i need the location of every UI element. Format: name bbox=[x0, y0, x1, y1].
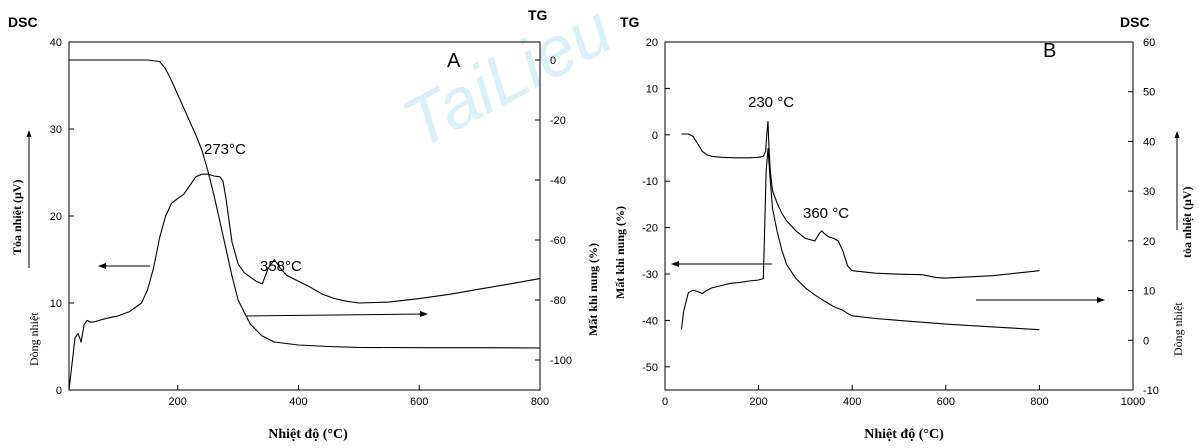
panel-b-ann-360: 360 °C bbox=[803, 205, 849, 222]
y-left-tick-label: 30 bbox=[50, 124, 62, 136]
y-left-tick-label: 0 bbox=[56, 385, 62, 397]
panel-b-frame bbox=[664, 41, 1134, 391]
panel-b-series-left-line bbox=[680, 148, 1040, 331]
panel-a-head-left: DSC bbox=[8, 14, 38, 30]
y-right-tick-label: 10 bbox=[1143, 286, 1155, 298]
panel-a-curves bbox=[68, 59, 541, 391]
panel-a-series-right-line bbox=[69, 59, 541, 349]
panel-b-letter: B bbox=[1043, 40, 1056, 62]
watermark: TaiLieu bbox=[390, 0, 624, 163]
y-right-tick-label: 60 bbox=[1143, 37, 1155, 49]
y-left-tick-label: -50 bbox=[642, 362, 658, 374]
x-tick-label: 1000 bbox=[1121, 396, 1145, 408]
panel-a-ann-273: 273°C bbox=[204, 141, 246, 158]
y-left-tick-label: -10 bbox=[642, 176, 658, 188]
panel-b-arrow-right-head bbox=[1097, 297, 1105, 303]
panel-b-ylabel-left: Mất khi nung (%) bbox=[613, 206, 627, 299]
panel-b-head-right: DSC bbox=[1120, 14, 1150, 30]
y-left-tick-label: 20 bbox=[646, 37, 658, 49]
panel-b-curves bbox=[680, 120, 1040, 331]
panel-a-series-left-line bbox=[68, 173, 541, 391]
x-tick-label: 0 bbox=[662, 396, 668, 408]
y-right-tick-label: 30 bbox=[1143, 186, 1155, 198]
panel-b-ylabel-right-top: tỏa nhiệt (μV) bbox=[1180, 187, 1194, 258]
panel-a-letter: A bbox=[447, 50, 461, 72]
y-right-tick-label: -100 bbox=[550, 355, 572, 367]
x-tick-label: 600 bbox=[410, 396, 428, 408]
panel-a-arrow-left-head bbox=[98, 263, 106, 269]
x-tick-label: 400 bbox=[289, 396, 307, 408]
panel-b-ann-230: 230 °C bbox=[748, 94, 794, 111]
y-right-tick-label: -60 bbox=[550, 235, 566, 247]
y-right-tick-label: 0 bbox=[550, 55, 556, 67]
x-tick-label: 800 bbox=[1030, 396, 1048, 408]
y-left-tick-label: 20 bbox=[50, 211, 62, 223]
panel-a-head-right: TG bbox=[528, 7, 548, 23]
panel-a-arrow-right-shaft bbox=[246, 313, 423, 317]
y-right-tick-label: -10 bbox=[1143, 385, 1159, 397]
panel-a-ylabel-left-top: Tỏa nhiệt (μV) bbox=[10, 180, 24, 255]
y-right-tick-label: 40 bbox=[1143, 136, 1155, 148]
panel-a-ylabel-left-bottom: Dòng nhiệt bbox=[27, 312, 41, 366]
x-tick-label: 200 bbox=[169, 396, 187, 408]
panel-b-series-right-line bbox=[681, 120, 1040, 279]
y-left-tick-label: 10 bbox=[646, 83, 658, 95]
y-right-tick-label: 0 bbox=[1143, 335, 1149, 347]
y-left-tick-label: 40 bbox=[50, 37, 62, 49]
panel-a-xlabel: Nhiệt độ (°C) bbox=[268, 427, 348, 442]
y-right-tick-label: -80 bbox=[550, 295, 566, 307]
y-right-tick-label: -40 bbox=[550, 175, 566, 187]
panel-b-head-left: TG bbox=[620, 14, 640, 30]
y-left-tick-label: 10 bbox=[50, 298, 62, 310]
panel-b: TG DSC B Nhiệt độ (°C) Mất khi nung (%) … bbox=[613, 14, 1194, 442]
panel-a: DSC TG A Nhiệt độ (°C) Tỏa nhiệt (μV) Dò… bbox=[8, 7, 600, 442]
panel-a-arrow-right-head bbox=[420, 311, 428, 317]
x-tick-label: 400 bbox=[843, 396, 861, 408]
panel-b-axes: 0 200 400 600 800 100020100-10-20-30-40-50605… bbox=[642, 37, 1159, 408]
x-tick-label: 800 bbox=[531, 396, 549, 408]
y-left-tick-label: -30 bbox=[642, 269, 658, 281]
panel-b-ylabel-arrow-head bbox=[1174, 131, 1180, 138]
y-right-tick-label: 50 bbox=[1143, 87, 1155, 99]
panel-a-ylabel-arrow-head bbox=[26, 130, 32, 137]
y-right-tick-label: 20 bbox=[1143, 236, 1155, 248]
panel-b-arrow-left-head bbox=[671, 261, 679, 267]
panel-a-ann-358: 358°C bbox=[260, 258, 302, 275]
panel-b-xlabel: Nhiệt độ (°C) bbox=[864, 427, 944, 442]
panel-b-ylabel-right-bottom: Dòng nhiệt bbox=[1171, 302, 1185, 356]
y-left-tick-label: 0 bbox=[652, 130, 658, 142]
panel-a-ylabel-right: Mất khi nung (%) bbox=[586, 243, 600, 336]
y-left-tick-label: -20 bbox=[642, 223, 658, 235]
y-right-tick-label: -20 bbox=[550, 115, 566, 127]
x-tick-label: 600 bbox=[937, 396, 955, 408]
x-tick-label: 200 bbox=[749, 396, 767, 408]
y-left-tick-label: -40 bbox=[642, 315, 658, 327]
